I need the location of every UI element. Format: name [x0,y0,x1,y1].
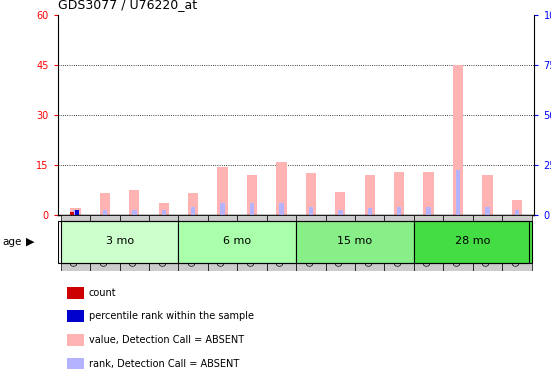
Bar [100,194,110,215]
Bar [218,167,228,215]
Bar [61,215,90,271]
Bar [90,215,120,271]
Bar [129,190,139,215]
Bar [220,204,225,215]
Bar [485,207,490,215]
Text: 3 mo: 3 mo [106,236,134,246]
Text: GSM175554: GSM175554 [395,220,404,266]
Bar [397,207,401,215]
Text: rank, Detection Call = ABSENT: rank, Detection Call = ABSENT [89,359,239,369]
Bar [365,175,375,215]
Text: GSM175544: GSM175544 [100,220,110,266]
Bar [237,215,267,271]
Bar [188,194,198,215]
Bar [368,209,372,215]
Bar [67,287,84,298]
Bar [394,172,404,215]
Bar [473,215,502,271]
Text: ▶: ▶ [26,237,35,247]
Bar [338,210,343,215]
Text: GSM175551: GSM175551 [306,220,315,266]
Text: GSM175549: GSM175549 [247,220,257,266]
Bar [326,215,355,271]
Bar [443,215,473,271]
Text: GSM175547: GSM175547 [188,220,198,266]
Text: percentile rank within the sample: percentile rank within the sample [89,311,254,321]
Bar [159,204,169,215]
Bar [276,162,287,215]
Bar [385,215,414,271]
Bar [161,210,166,215]
Bar [67,334,84,346]
Text: GSM175550: GSM175550 [277,220,286,266]
Bar [132,210,137,215]
Bar [296,215,326,271]
Text: GSM175543: GSM175543 [71,220,80,266]
Bar [208,215,237,271]
Bar [335,192,345,215]
Text: GSM175552: GSM175552 [336,220,345,266]
Bar [502,215,532,271]
Text: GSM175557: GSM175557 [483,220,492,266]
Bar [67,310,84,322]
Bar [267,215,296,271]
Bar [512,200,522,215]
Bar [73,210,78,215]
Bar [67,358,84,369]
Bar [296,221,414,263]
Text: GSM175558: GSM175558 [512,220,521,266]
Bar [426,207,431,215]
Text: GDS3077 / U76220_at: GDS3077 / U76220_at [58,0,197,12]
Bar [515,210,519,215]
Text: GSM175553: GSM175553 [365,220,374,266]
Bar [456,170,460,215]
Bar [250,204,254,215]
Bar [71,209,80,215]
Text: GSM175545: GSM175545 [130,220,139,266]
Bar [191,207,196,215]
Bar [482,175,493,215]
Text: count: count [89,288,116,298]
Text: GSM175548: GSM175548 [218,220,227,266]
Bar [414,215,443,271]
Bar [102,210,107,215]
Bar [179,221,296,263]
Text: 15 mo: 15 mo [337,236,372,246]
Bar [453,65,463,215]
Bar [414,221,532,263]
Text: value, Detection Call = ABSENT: value, Detection Call = ABSENT [89,335,244,345]
Bar [279,204,284,215]
Bar [306,174,316,215]
Text: 6 mo: 6 mo [223,236,251,246]
Bar [149,215,179,271]
Bar [179,215,208,271]
Bar [309,207,313,215]
Text: age: age [3,237,22,247]
Bar [247,175,257,215]
Bar [70,212,74,215]
Bar [423,172,434,215]
Text: GSM175556: GSM175556 [453,220,462,266]
Text: GSM175555: GSM175555 [424,220,433,266]
Bar [75,210,79,215]
Bar [61,221,179,263]
Bar [355,215,385,271]
Bar [120,215,149,271]
Text: GSM175546: GSM175546 [159,220,168,266]
Text: 28 mo: 28 mo [455,236,490,246]
